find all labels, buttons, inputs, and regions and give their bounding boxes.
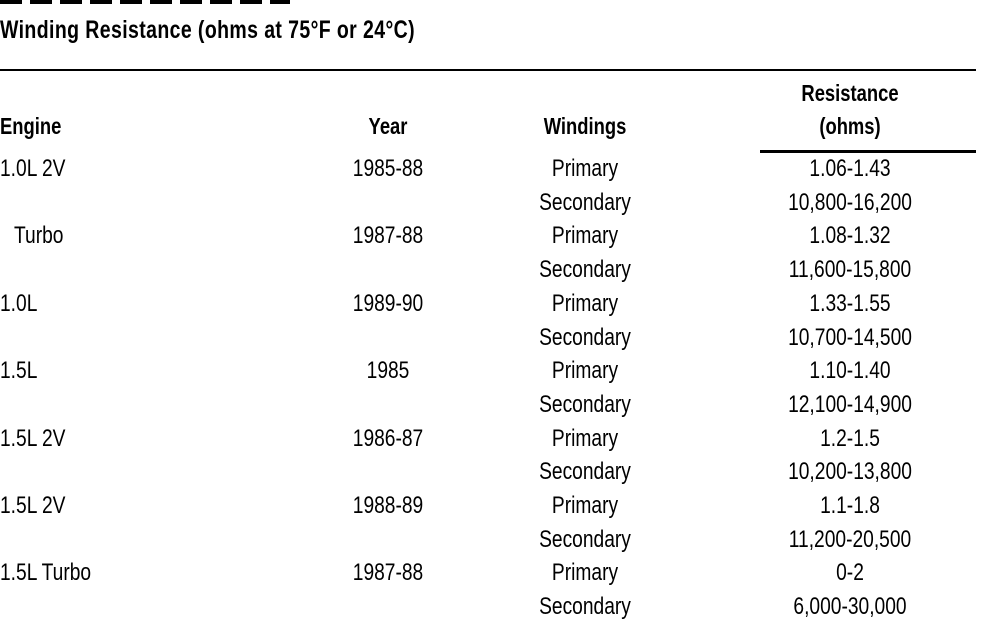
cell-resistance: 10,700-14,500	[788, 323, 912, 351]
cell-windings: Primary	[551, 424, 619, 452]
cell-windings: Secondary	[539, 525, 631, 553]
cell-engine: Turbo	[14, 222, 64, 250]
cell-engine: 1.5L 2V	[0, 424, 66, 452]
cell-windings: Secondary	[539, 256, 631, 284]
cell-engine: 1.5L 2V	[0, 492, 66, 519]
cell-windings: Secondary	[539, 390, 631, 418]
cell-windings: Primary	[551, 492, 619, 519]
cell-resistance: 1.33-1.55	[809, 289, 891, 317]
header-resistance: Resistance	[801, 80, 899, 106]
header-resistance-unit: (ohms)	[819, 113, 881, 139]
cell-resistance: 11,200-20,500	[788, 525, 912, 553]
table-title: Winding Resistance (ohms at 75°F or 24°C…	[0, 16, 415, 44]
header-engine: Engine	[0, 113, 62, 139]
header-windings: Windings	[543, 113, 627, 139]
cell-resistance: 6,000-30,000	[793, 593, 907, 621]
cell-engine: 1.5L Turbo	[0, 559, 92, 587]
cell-resistance: 1.10-1.40	[809, 357, 891, 385]
cell-engine: 1.0L 2V	[0, 155, 66, 182]
cell-resistance: 0-2	[836, 559, 864, 587]
header-rule	[760, 150, 976, 153]
cell-resistance: 1.1-1.8	[820, 492, 880, 519]
header-year: Year	[368, 113, 408, 139]
cell-windings: Primary	[551, 559, 619, 587]
cell-resistance: 12,100-14,900	[788, 390, 912, 418]
cell-windings: Secondary	[539, 323, 631, 351]
cell-resistance: 11,600-15,800	[788, 256, 912, 284]
cell-resistance: 10,200-13,800	[788, 458, 912, 486]
cell-engine: 1.5L	[0, 357, 38, 385]
cell-resistance: 10,800-16,200	[788, 188, 912, 216]
cell-engine: 1.0L	[0, 289, 38, 317]
cell-year: 1988-89	[352, 492, 424, 519]
top-rule	[0, 69, 976, 71]
cell-year: 1986-87	[352, 424, 424, 452]
cell-windings: Primary	[551, 357, 619, 385]
cell-windings: Primary	[551, 222, 619, 250]
cell-year: 1985-88	[352, 155, 424, 182]
cropped-heading-remnant	[0, 0, 290, 4]
cell-year: 1987-88	[352, 222, 424, 250]
cell-resistance: 1.08-1.32	[809, 222, 891, 250]
cell-year: 1987-88	[352, 559, 424, 587]
cell-windings: Secondary	[539, 188, 631, 216]
cell-windings: Primary	[551, 289, 619, 317]
cell-resistance: 1.2-1.5	[820, 424, 880, 452]
cell-windings: Secondary	[539, 593, 631, 621]
cell-resistance: 1.06-1.43	[809, 155, 891, 182]
cell-windings: Primary	[551, 155, 619, 182]
cell-windings: Secondary	[539, 458, 631, 486]
cell-year: 1989-90	[352, 289, 424, 317]
cell-year: 1985	[366, 357, 410, 385]
